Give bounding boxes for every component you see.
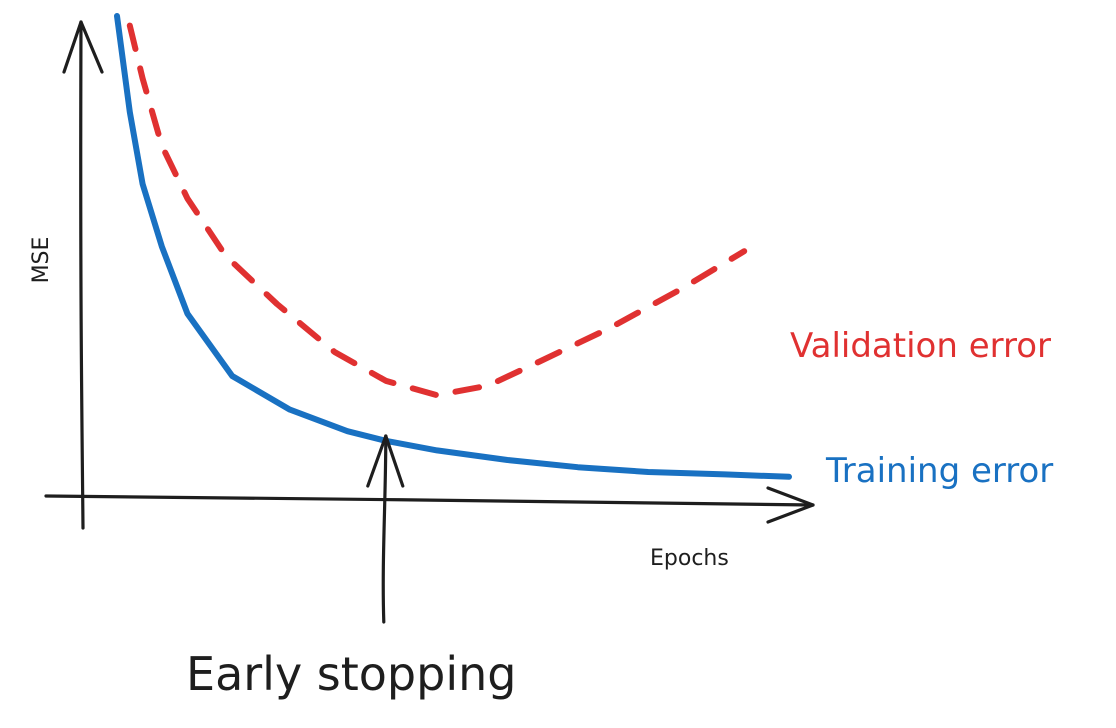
x-axis-line [44,494,815,507]
x-axis-label: Epochs [650,546,729,571]
y-axis-label: MSE [29,237,54,284]
early-stopping-arrow [366,434,405,624]
x-axis-arrow-head [766,486,815,524]
y-axis-arrow-head [62,20,104,74]
validation-error-line [126,22,748,399]
training-error-line [114,13,792,480]
early-stopping-label: Early stopping [186,647,516,701]
y-axis-line [79,20,85,530]
training-error-label: Training error [825,451,1053,491]
validation-error-label: Validation error [790,326,1051,366]
